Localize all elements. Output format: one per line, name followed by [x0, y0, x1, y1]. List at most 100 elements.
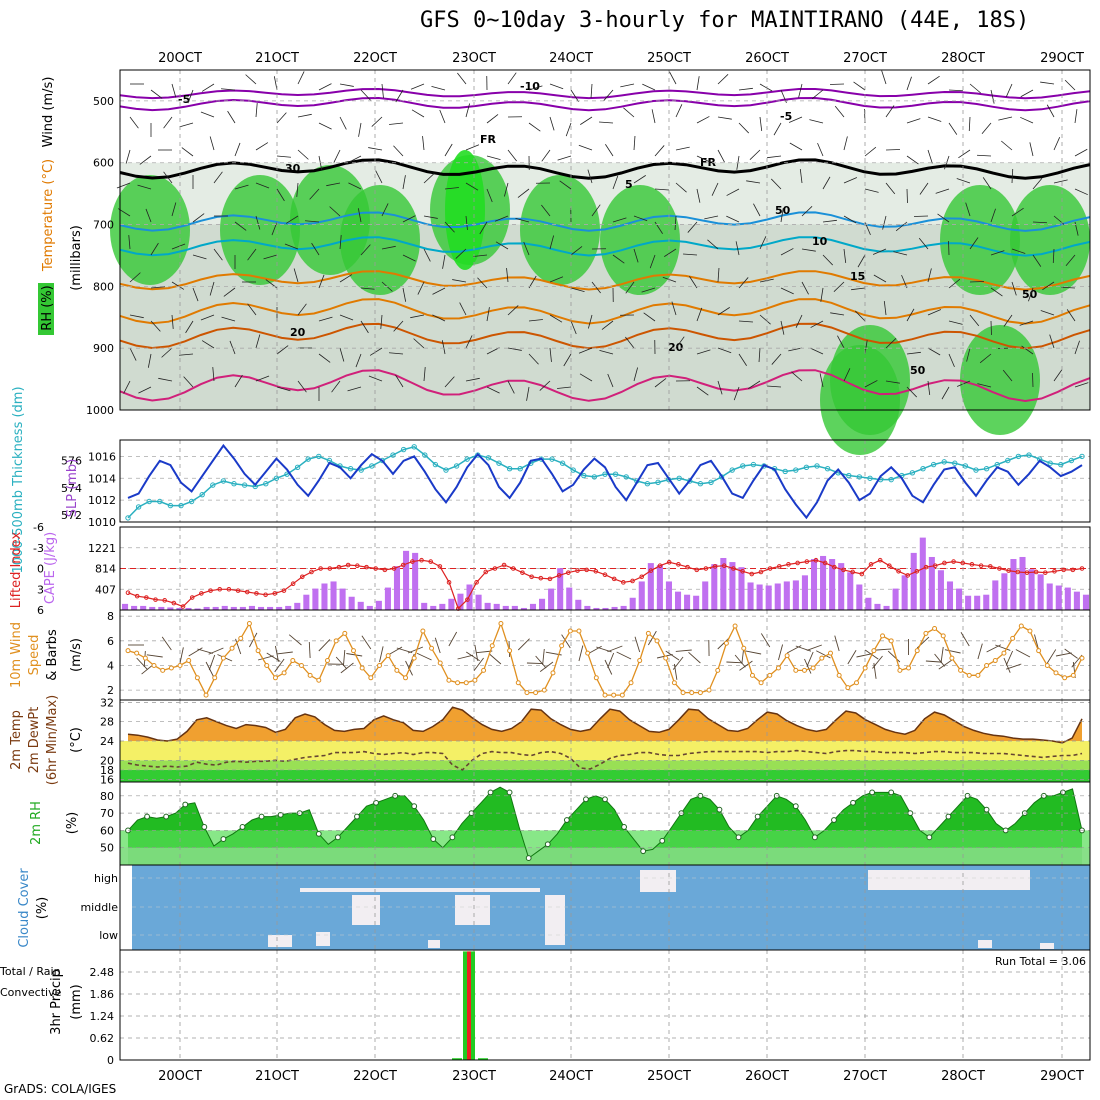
cape-bar	[131, 605, 138, 610]
precip-tick-label: 0	[107, 1054, 114, 1067]
wind-barb	[255, 334, 261, 349]
wind-barb	[333, 149, 341, 163]
li-point	[877, 557, 883, 563]
li-point	[978, 563, 984, 569]
wind-barb	[276, 112, 287, 124]
li-point	[327, 566, 333, 571]
precip-small-bar	[478, 1058, 488, 1060]
wind-barb	[380, 314, 383, 329]
cape-bar	[276, 606, 283, 610]
surface-wind-barb	[938, 659, 953, 670]
wind-barb	[234, 142, 241, 157]
li-point	[666, 559, 672, 565]
cape-bar	[448, 598, 455, 610]
cloud-units: (%)	[35, 897, 50, 920]
wind-barb	[539, 380, 551, 391]
wind-barb	[255, 215, 261, 230]
wind-barb	[1011, 281, 1017, 296]
isotherm-label: 50	[1022, 288, 1038, 301]
rh-moist-area	[600, 185, 680, 295]
surface-wind-barb	[208, 654, 216, 671]
wind-speed-point	[819, 655, 825, 661]
wind-speed-point	[429, 645, 435, 651]
cloud-block	[352, 895, 380, 925]
wind-barb	[906, 76, 912, 91]
top-xtick-label: 22OCT	[353, 51, 397, 66]
wind-barb	[557, 386, 572, 389]
wind-barb	[444, 143, 453, 157]
wind-barb	[683, 253, 698, 256]
cape-bar	[439, 603, 446, 610]
li-point	[850, 569, 855, 575]
surface-wind-barb	[308, 641, 311, 659]
li-point	[657, 563, 663, 569]
thickness-point	[623, 474, 629, 480]
surface-wind-barb	[179, 647, 184, 664]
wind-speed-point	[394, 667, 400, 673]
wind-barb	[213, 248, 223, 261]
cape-bar	[566, 587, 573, 610]
rh-point	[659, 837, 666, 844]
wind-barb	[402, 215, 416, 223]
top-xtick-label: 26OCT	[745, 51, 789, 66]
wind-barb	[689, 276, 698, 289]
wind-barb	[918, 237, 929, 250]
wind-barb	[696, 116, 710, 124]
thickness-axis-label: 1000-500mb Thickness (dm)	[11, 386, 26, 573]
wind-barb	[654, 378, 667, 388]
temp-line	[127, 706, 1083, 744]
wind-barb	[948, 320, 963, 325]
isotherm-label: 20	[668, 341, 684, 354]
wind-barb	[885, 105, 895, 118]
li-point	[868, 562, 874, 567]
surface-wind-barb	[875, 648, 892, 651]
cape-bar	[1064, 587, 1071, 610]
wind-barb	[771, 353, 782, 365]
wind-barb	[1074, 109, 1078, 124]
surface-wind-barb	[146, 654, 163, 658]
cape-bar	[375, 600, 382, 610]
cape-bar	[910, 552, 917, 610]
surface-wind-barb	[647, 630, 657, 646]
cape-bar	[230, 606, 237, 610]
isotherm-label: 10	[812, 235, 828, 248]
wind-barb	[234, 374, 243, 388]
surface-wind-barb	[717, 637, 730, 650]
top-xtick-label: 23OCT	[452, 51, 496, 66]
isotherm-5	[119, 211, 1091, 232]
rh-point	[525, 855, 532, 861]
wind-barb	[329, 206, 341, 217]
wind-speed-point	[515, 680, 521, 686]
wind-barb	[507, 380, 515, 394]
wind-barb	[318, 274, 325, 289]
chart-title: GFS 0~10day 3-hourly for MAINTIRANO (44E…	[420, 8, 1030, 33]
thickness-point	[973, 467, 979, 473]
pressure-tick-label: 600	[93, 157, 114, 170]
wind-barb	[883, 301, 887, 316]
wind-barb	[851, 287, 866, 291]
precip-tick-label: 1.24	[90, 1010, 115, 1023]
wind-barb	[696, 76, 700, 91]
wind-barb	[578, 347, 593, 354]
cape-bar	[747, 582, 754, 610]
wind-barb	[633, 248, 639, 263]
surface-wind-barb	[1034, 634, 1040, 651]
wind-barb	[486, 386, 500, 394]
wind-barb	[770, 178, 782, 190]
wind-barb	[171, 202, 177, 217]
cape-bar	[892, 588, 899, 610]
wind-barb	[163, 116, 173, 129]
surface-wind-barb	[816, 650, 831, 659]
li-point	[832, 564, 837, 570]
thickness-point	[952, 460, 958, 466]
wind-speed-point	[194, 675, 200, 681]
wind-barb	[360, 320, 369, 334]
wind-barb	[402, 254, 416, 262]
rh-point	[315, 830, 322, 837]
wind-speed-point	[507, 648, 513, 654]
li-point	[556, 573, 562, 578]
wind-barb	[486, 114, 499, 124]
surface-wind-barb	[488, 653, 502, 665]
rh-point	[888, 789, 895, 796]
cape-bar	[620, 605, 627, 610]
